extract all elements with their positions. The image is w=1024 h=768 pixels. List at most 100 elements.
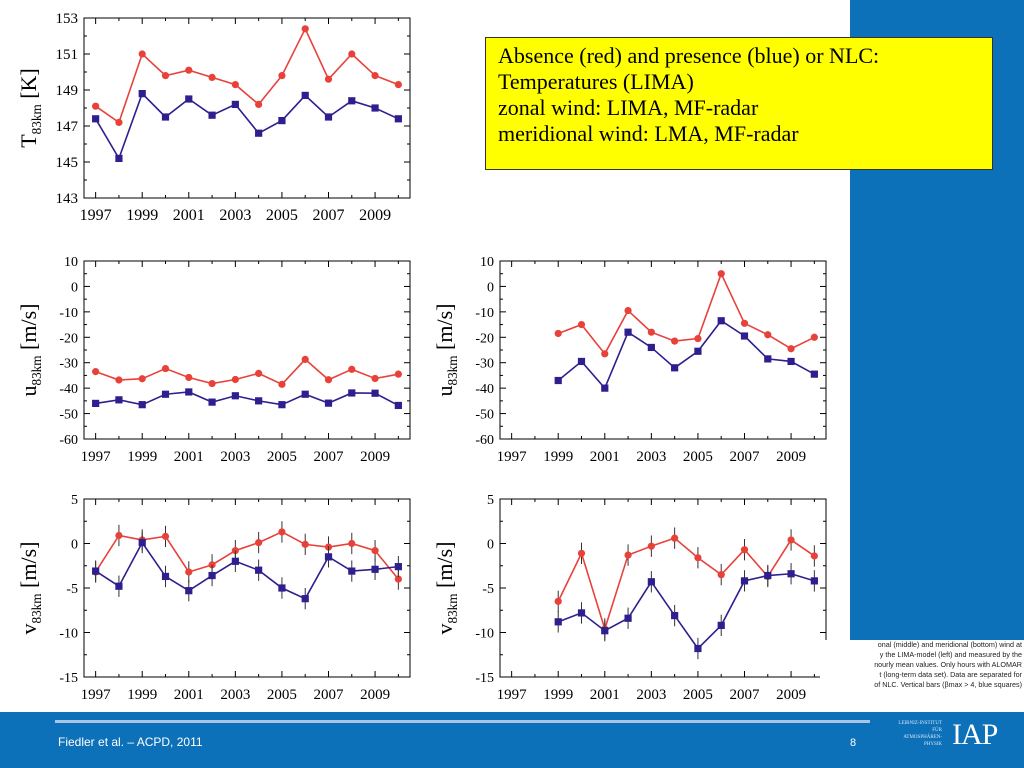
data-point-red (764, 331, 772, 339)
x-tick-label: 1999 (126, 207, 158, 224)
y-tick-label: -50 (475, 408, 494, 423)
x-tick-label: 2009 (776, 687, 806, 703)
annotation-box: Absence (red) and presence (blue) or NLC… (485, 37, 993, 170)
data-point-red (740, 319, 749, 327)
data-point-blue (394, 115, 402, 123)
y-tick-label: -5 (482, 582, 494, 597)
data-point-blue (255, 566, 263, 574)
data-point-red (810, 333, 818, 341)
data-point-blue (278, 117, 286, 125)
x-tick-label: 1999 (127, 687, 157, 703)
plot-frame (83, 498, 411, 678)
y-tick-label: -40 (475, 382, 494, 397)
logo-mark: IAP (952, 718, 998, 751)
data-point-blue (810, 370, 818, 378)
data-point-red (255, 539, 263, 547)
slide-footer: Fiedler et al. – ACPD, 2011 8 LEIBNIZ-IN… (0, 712, 1024, 768)
data-point-blue (115, 582, 123, 590)
data-point-blue (394, 563, 402, 571)
x-tick-label: 2009 (359, 207, 391, 224)
data-point-blue (161, 390, 170, 398)
data-point-blue (717, 317, 725, 325)
y-tick-label: -30 (59, 357, 78, 372)
y-tick-label: 10 (64, 255, 78, 270)
data-point-red (185, 373, 193, 382)
series-line-red (557, 271, 815, 356)
data-point-red (255, 369, 263, 377)
footer-citation: Fiedler et al. – ACPD, 2011 (58, 735, 203, 749)
data-point-blue (810, 577, 818, 585)
x-tick-label: 1997 (497, 449, 528, 465)
y-tick-label: 0 (71, 538, 78, 553)
data-point-blue (787, 570, 795, 578)
data-point-blue (255, 129, 263, 137)
x-tick-label: 2007 (313, 207, 345, 224)
y-tick-label: 0 (71, 280, 78, 295)
plot-frame (83, 260, 411, 440)
y-axis-label: u83km [m/s] (432, 304, 460, 397)
data-point-blue (185, 388, 193, 396)
series-line-red (95, 358, 399, 386)
data-point-red (740, 546, 749, 554)
y-tick-label: -10 (59, 627, 78, 642)
data-point-blue (348, 567, 356, 575)
y-tick-label: -10 (475, 627, 494, 642)
temperature-lima-plot: 143 145 147 149 151 153 1997 1999 2001 2003 2005 20… (16, 11, 411, 224)
data-point-blue (92, 567, 100, 575)
y-tick-label: 5 (71, 493, 78, 508)
caption-line: y the LIMA-model (left) and measured by … (879, 650, 1022, 659)
data-point-blue (348, 97, 356, 105)
data-point-blue (138, 401, 146, 409)
data-point-red (394, 81, 402, 89)
data-point-red (161, 72, 170, 80)
data-point-red (324, 376, 333, 384)
caption-line: (βmax > 4, blue squares) of NLC. Vertica… (874, 680, 1022, 689)
data-point-blue (138, 539, 146, 547)
x-tick-label: 2003 (220, 687, 250, 703)
data-point-blue (717, 621, 725, 629)
data-point-red (92, 368, 100, 376)
x-tick-label: 2007 (314, 449, 345, 465)
data-point-blue (601, 384, 609, 392)
data-point-blue (208, 398, 216, 406)
data-point-red (371, 374, 379, 383)
data-point-blue (787, 357, 795, 366)
y-tick-label: -60 (475, 433, 494, 448)
caption-line: onal (middle) and meridional (bottom) wi… (877, 640, 1022, 649)
data-point-blue (671, 364, 679, 372)
data-point-blue (577, 609, 586, 617)
data-point-blue (92, 115, 100, 123)
y-tick-label: 147 (56, 119, 79, 135)
data-point-red (115, 376, 123, 384)
y-tick-label: 145 (56, 155, 79, 171)
data-point-blue (671, 611, 679, 620)
data-point-blue (554, 618, 562, 626)
page-number: 8 (850, 737, 857, 749)
data-point-blue (324, 553, 333, 561)
data-point-blue (208, 111, 216, 119)
data-point-red (671, 534, 679, 542)
x-tick-label: 2003 (220, 449, 250, 465)
data-point-red (185, 66, 193, 74)
data-point-blue (324, 113, 333, 121)
data-point-red (717, 270, 725, 278)
data-point-red (92, 102, 100, 110)
plot-frame (499, 498, 827, 678)
y-axis-label: v83km [m/s] (16, 542, 44, 635)
data-point-red (231, 547, 239, 555)
y-tick-label: 10 (480, 255, 494, 270)
data-point-red (394, 575, 402, 583)
data-point-blue (624, 614, 632, 622)
figure-caption: onal (middle) and meridional (bottom) wi… (820, 640, 1024, 712)
data-point-blue (138, 90, 146, 98)
x-tick-label: 2005 (683, 687, 713, 703)
series-line-red (95, 26, 399, 124)
y-tick-label: -30 (475, 357, 494, 372)
series-line-blue (557, 572, 815, 650)
data-point-blue (371, 389, 379, 397)
data-point-red (115, 531, 123, 540)
annotation-line: zonal wind: LIMA, MF-radar (498, 95, 759, 120)
iap-logo: LEIBNIZ-INSTITUT FÜR ATMOSPHÄREN- PHYSIK… (872, 710, 1022, 766)
